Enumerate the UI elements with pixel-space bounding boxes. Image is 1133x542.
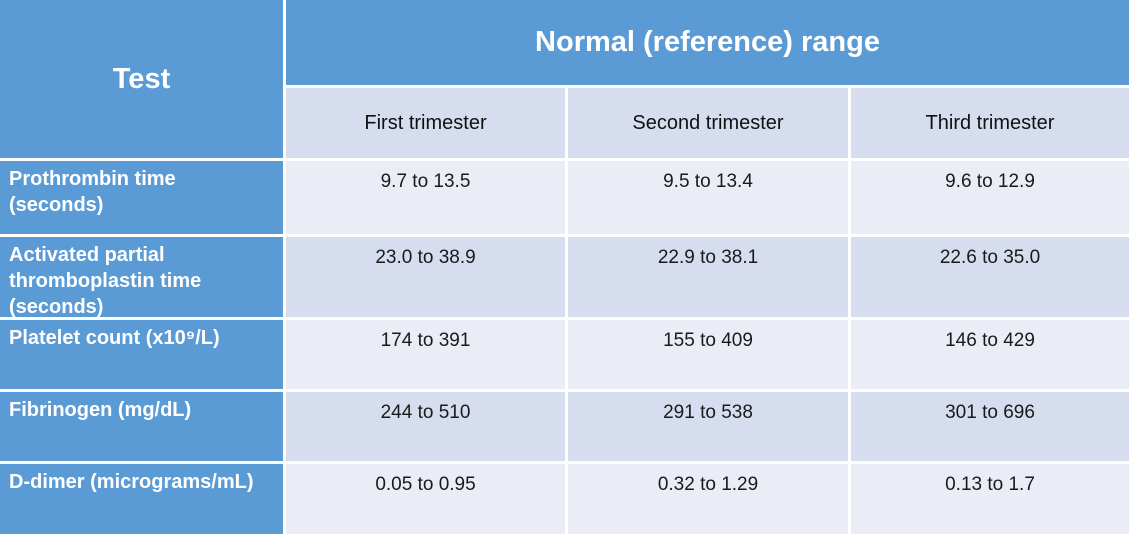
value-cell: 0.13 to 1.7 (851, 464, 1129, 534)
value-cell: 22.9 to 38.1 (568, 237, 848, 317)
row-label-activated-partial-thromboplastin-time: Activated partial thromboplastin time (s… (0, 237, 283, 318)
row-label-fibrinogen: Fibrinogen (mg/dL) (0, 392, 283, 461)
group-header: Normal (reference) range (286, 0, 1129, 85)
value-cell: 9.5 to 13.4 (568, 161, 848, 234)
row-label-platelet-count: Platelet count (x10⁹/L) (0, 320, 283, 389)
value-cell: 174 to 391 (286, 320, 565, 389)
col-header-third-trimester: Third trimester (851, 88, 1129, 158)
value-cell: 301 to 696 (851, 392, 1129, 461)
row-label-prothrombin-time: Prothrombin time (seconds) (0, 161, 283, 234)
value-cell: 23.0 to 38.9 (286, 237, 565, 317)
value-cell: 291 to 538 (568, 392, 848, 461)
value-cell: 244 to 510 (286, 392, 565, 461)
value-cell: 9.7 to 13.5 (286, 161, 565, 234)
value-cell: 22.6 to 35.0 (851, 237, 1129, 317)
row-label-d-dimer: D-dimer (micrograms/mL) (0, 464, 283, 534)
col-header-second-trimester: Second trimester (568, 88, 848, 158)
value-cell: 146 to 429 (851, 320, 1129, 389)
value-cell: 0.32 to 1.29 (568, 464, 848, 534)
col-header-first-trimester: First trimester (286, 88, 565, 158)
value-cell: 0.05 to 0.95 (286, 464, 565, 534)
value-cell: 9.6 to 12.9 (851, 161, 1129, 234)
value-cell: 155 to 409 (568, 320, 848, 389)
test-corner-header: Test (0, 0, 283, 158)
